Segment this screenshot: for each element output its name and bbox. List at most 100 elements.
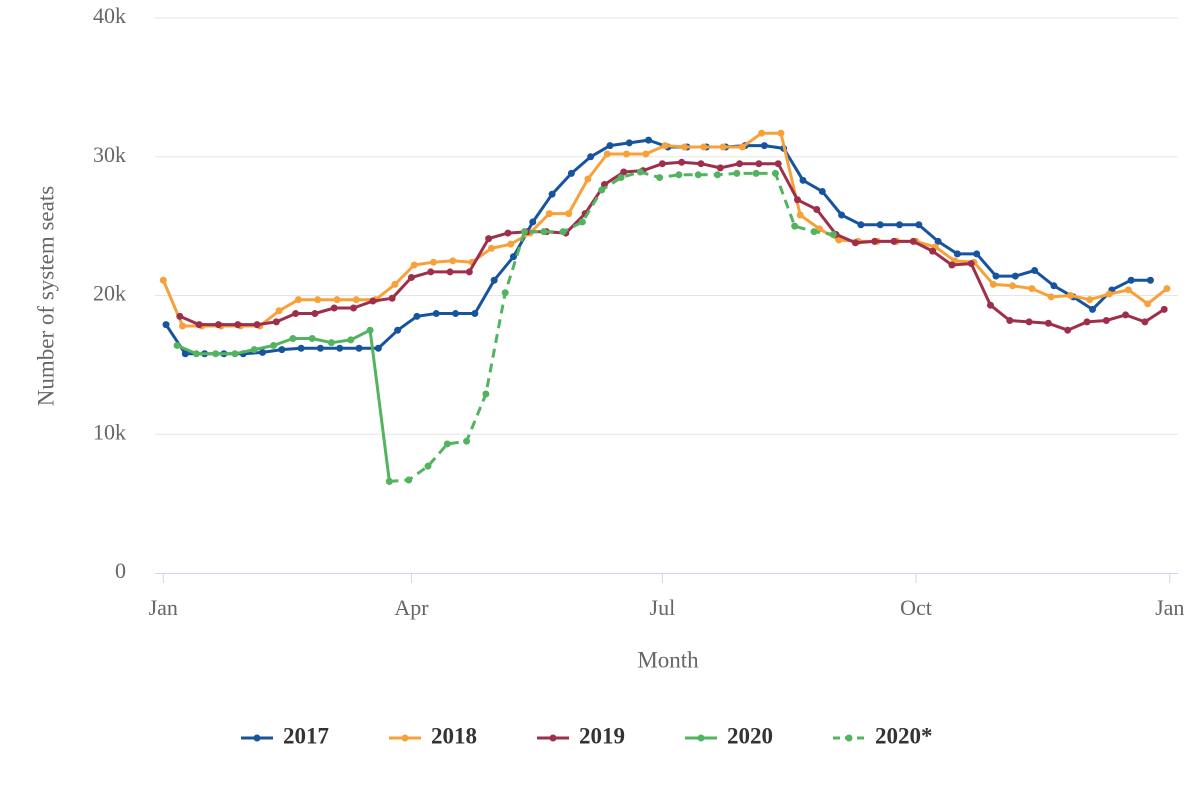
y-tick-label: 10k xyxy=(93,419,126,444)
legend-label: 2020* xyxy=(875,723,933,748)
point xyxy=(366,326,374,334)
series xyxy=(162,136,1154,358)
point xyxy=(259,348,267,356)
legend-label: 2017 xyxy=(283,723,329,748)
point xyxy=(330,304,338,312)
point xyxy=(192,350,200,358)
point xyxy=(617,174,625,182)
point xyxy=(429,258,437,266)
point xyxy=(656,174,664,182)
point xyxy=(796,211,804,219)
point xyxy=(482,390,490,398)
point xyxy=(463,437,471,445)
point xyxy=(1146,276,1154,284)
point xyxy=(813,205,821,213)
point xyxy=(1031,267,1039,275)
point xyxy=(909,237,917,245)
point xyxy=(424,462,432,470)
point xyxy=(159,276,167,284)
point xyxy=(890,237,898,245)
point xyxy=(760,142,768,150)
point xyxy=(162,321,170,329)
point xyxy=(490,276,498,284)
point xyxy=(1102,316,1110,324)
series xyxy=(385,168,837,485)
point xyxy=(179,322,187,330)
point xyxy=(876,221,884,229)
point xyxy=(658,160,666,168)
point xyxy=(316,344,324,352)
point xyxy=(697,160,705,168)
point xyxy=(405,476,413,484)
point xyxy=(529,218,537,226)
point xyxy=(292,310,300,318)
point xyxy=(738,143,746,151)
point xyxy=(214,321,222,329)
point xyxy=(1144,300,1152,308)
point xyxy=(471,310,479,318)
point xyxy=(1124,286,1132,294)
point xyxy=(700,143,708,151)
point xyxy=(250,346,258,354)
point xyxy=(810,228,818,236)
legend-item: 2018 xyxy=(389,723,477,748)
legend-marker xyxy=(845,734,853,742)
point xyxy=(675,171,683,179)
y-tick-label: 0 xyxy=(115,558,126,583)
point xyxy=(934,237,942,245)
point xyxy=(336,344,344,352)
point xyxy=(1066,292,1074,299)
point xyxy=(992,272,1000,280)
point xyxy=(584,175,592,183)
legend-item: 2019 xyxy=(537,723,625,748)
point xyxy=(173,341,181,349)
point xyxy=(212,350,220,358)
point xyxy=(1044,319,1052,327)
point xyxy=(1127,276,1135,284)
point xyxy=(333,296,341,304)
point xyxy=(1028,285,1036,293)
legend-label: 2020 xyxy=(727,723,773,748)
point xyxy=(559,228,567,236)
point xyxy=(385,477,393,485)
point xyxy=(449,257,457,265)
point xyxy=(487,244,495,252)
point xyxy=(234,321,242,329)
point xyxy=(587,153,595,161)
point xyxy=(680,143,688,151)
point xyxy=(275,307,283,315)
point xyxy=(771,169,779,177)
legend-item: 2020* xyxy=(833,723,933,748)
point xyxy=(520,228,528,236)
point xyxy=(391,280,399,288)
point xyxy=(410,261,418,269)
point xyxy=(504,229,512,237)
point xyxy=(793,196,801,204)
point xyxy=(231,350,239,358)
point xyxy=(915,221,923,229)
point xyxy=(485,235,493,243)
point xyxy=(314,296,322,304)
legend-marker xyxy=(697,734,705,742)
point xyxy=(755,160,763,168)
point xyxy=(427,268,435,276)
point xyxy=(603,150,611,158)
series xyxy=(176,158,1168,334)
point xyxy=(1105,290,1113,298)
point xyxy=(350,304,358,312)
x-axis-title: Month xyxy=(637,647,699,672)
point xyxy=(509,253,517,261)
point xyxy=(545,210,553,218)
legend-marker xyxy=(401,734,409,742)
point xyxy=(452,310,460,318)
line xyxy=(164,138,1151,356)
point xyxy=(1089,305,1097,313)
point xyxy=(896,221,904,229)
point xyxy=(565,210,573,218)
point xyxy=(838,211,846,219)
point xyxy=(1006,316,1014,324)
point xyxy=(642,150,650,158)
point xyxy=(733,169,741,177)
legend-marker xyxy=(549,734,557,742)
point xyxy=(1050,282,1058,290)
